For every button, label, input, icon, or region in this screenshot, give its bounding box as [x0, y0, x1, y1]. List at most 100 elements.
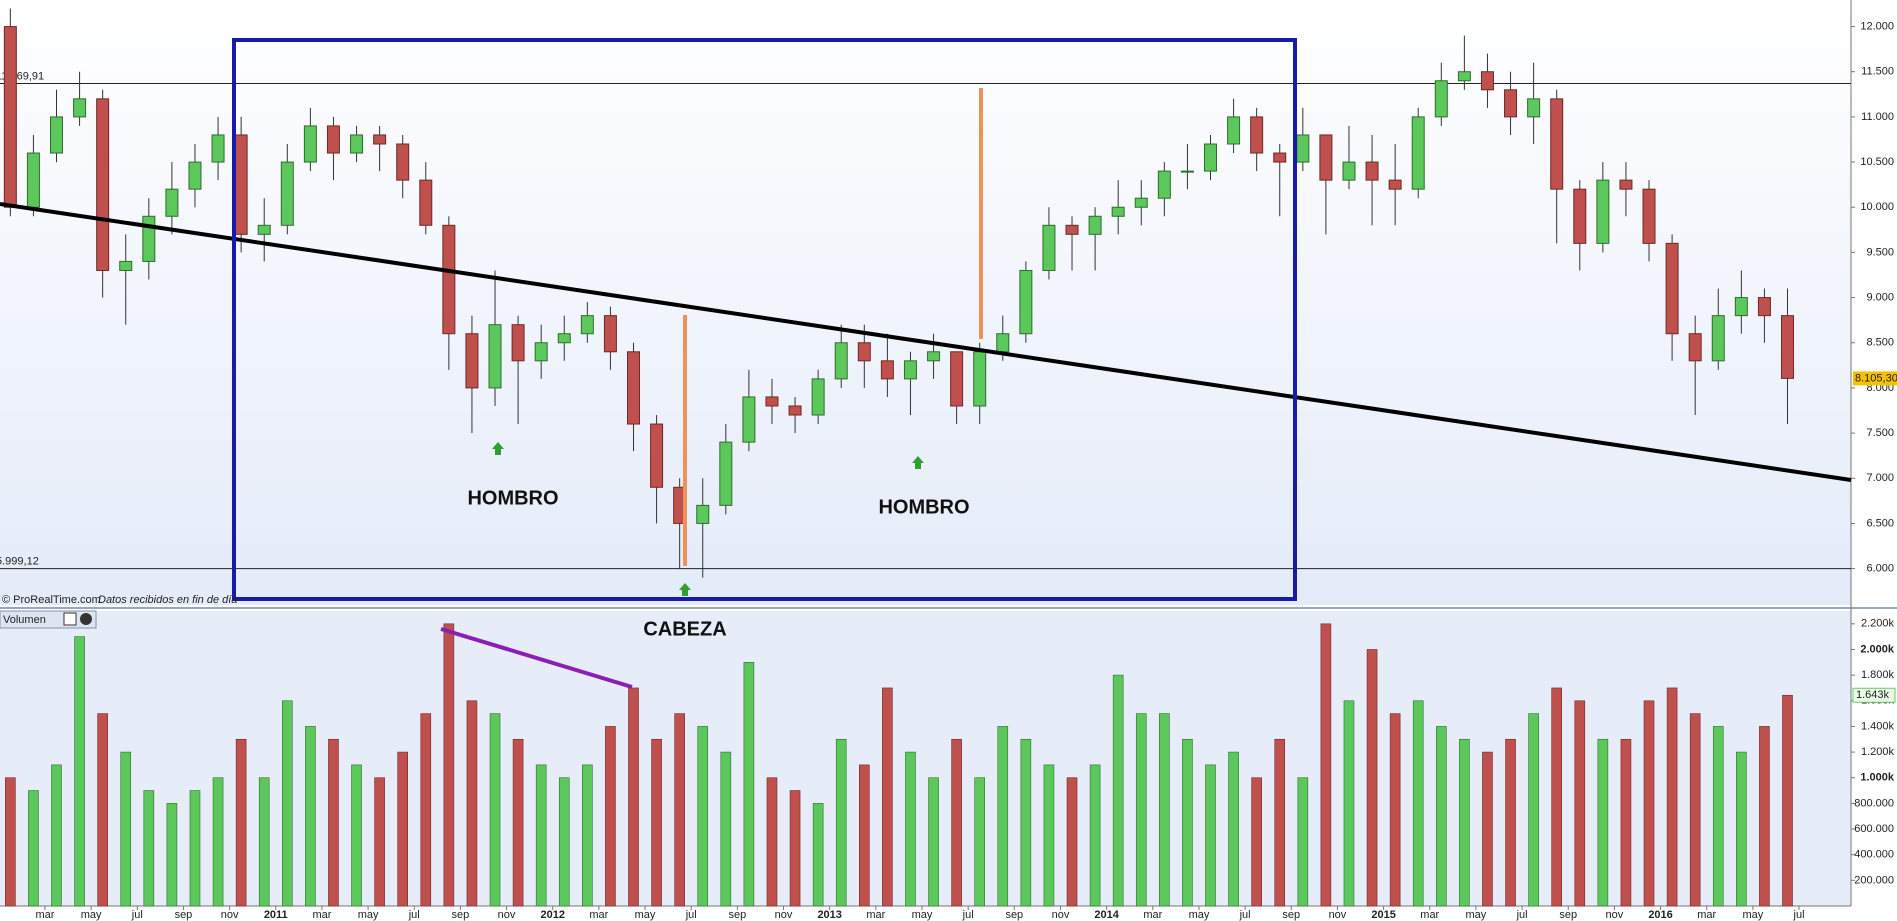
volume-bar	[420, 713, 432, 907]
candle-body	[303, 125, 317, 163]
level-label: 5.999,12	[0, 556, 39, 568]
y-tick-label: 7.000	[1866, 472, 1894, 484]
candle-body	[1619, 179, 1633, 190]
candle-body	[880, 360, 894, 380]
volume-bar	[1112, 674, 1124, 907]
volume-bar	[997, 726, 1009, 907]
volume-bar	[651, 738, 662, 907]
volume-bar	[1712, 726, 1724, 907]
volume-bar	[5, 777, 16, 907]
y-tick-label: 9.000	[1866, 291, 1894, 303]
volume-bar	[1528, 713, 1539, 907]
candle-body	[1480, 71, 1494, 91]
x-tick-label: jul	[685, 909, 697, 921]
x-tick-label: mar	[35, 909, 54, 921]
volume-panel	[0, 611, 1851, 906]
volume-bar	[212, 777, 224, 907]
x-tick-label: nov	[498, 909, 516, 921]
candle-body	[696, 504, 710, 524]
candle-body	[719, 441, 733, 506]
volume-bar	[1436, 726, 1447, 907]
volume-bar	[905, 751, 916, 907]
x-tick-label: 2012	[540, 909, 564, 921]
candle-body	[50, 116, 63, 154]
candle-body	[765, 396, 779, 407]
volume-bar	[812, 803, 824, 907]
x-tick-label: may	[81, 909, 102, 921]
candle-body	[1757, 297, 1771, 317]
x-tick-label: jul	[1239, 909, 1251, 921]
candle-body	[1504, 89, 1518, 118]
candle-body	[1596, 179, 1610, 244]
volume-bar	[97, 713, 108, 907]
volume-bar	[1459, 738, 1470, 907]
x-tick-label: may	[358, 909, 379, 921]
volume-bar	[120, 751, 132, 907]
x-tick-label: sep	[1282, 909, 1300, 921]
volume-bar	[1505, 738, 1516, 907]
candle-body	[3, 26, 17, 208]
volume-bar	[1274, 738, 1286, 907]
volume-bar	[789, 790, 801, 907]
candle-body	[465, 333, 479, 389]
last-price-label: 8.105,30	[1855, 372, 1897, 384]
x-tick-label: nov	[1606, 909, 1624, 921]
last-volume-label: 1.643k	[1856, 689, 1890, 701]
candle-body	[1411, 116, 1425, 190]
volume-bar	[743, 662, 755, 907]
close-icon[interactable]	[80, 613, 92, 625]
x-tick-label: jul	[962, 909, 974, 921]
volume-bar	[1020, 738, 1032, 907]
candle-body	[811, 378, 825, 416]
x-tick-label: sep	[1559, 909, 1577, 921]
volume-bar	[351, 764, 362, 907]
volume-bar	[558, 777, 570, 907]
source: © ProRealTime.com	[2, 594, 101, 606]
volume-bar	[697, 726, 709, 907]
candle-body	[950, 351, 964, 407]
x-tick-label: nov	[1052, 909, 1070, 921]
volume-bar	[1251, 777, 1262, 907]
candle-body	[1065, 224, 1079, 235]
candle-body	[627, 351, 640, 425]
volume-bar	[235, 738, 247, 907]
volume-bar	[1159, 713, 1170, 907]
volume-bar	[835, 738, 847, 907]
x-tick-label: may	[1742, 909, 1763, 921]
y-tick-label: 10.000	[1860, 201, 1894, 213]
volume-bar	[74, 636, 85, 907]
x-tick-label: mar	[312, 909, 331, 921]
volume-bar	[305, 726, 316, 907]
volume-bar	[882, 687, 893, 907]
candle-body	[1457, 71, 1471, 82]
x-tick-label: mar	[1697, 909, 1716, 921]
volume-bar	[1297, 777, 1309, 907]
volume-bar	[1089, 764, 1101, 907]
volume-bar	[258, 777, 270, 907]
volume-bar	[1782, 694, 1793, 907]
candle-body	[834, 342, 848, 380]
annotation: HOMBRO	[878, 496, 969, 518]
volume-bar	[1736, 751, 1747, 907]
y-tick-label: 10.500	[1860, 156, 1894, 168]
candle-body	[1642, 188, 1656, 244]
volume-bar	[374, 777, 385, 907]
y-tick-label: 8.500	[1866, 337, 1894, 349]
volume-bar	[1689, 713, 1701, 907]
volume-bar	[1389, 713, 1401, 907]
volume-bar	[1482, 751, 1493, 907]
y-tick-label: 1.800k	[1861, 669, 1895, 681]
candle-body	[119, 260, 133, 271]
pattern-box	[232, 38, 1297, 601]
candle-body	[996, 333, 1010, 353]
volume-bar	[1205, 764, 1216, 907]
window-icon[interactable]	[63, 612, 77, 626]
candle-body	[1273, 152, 1287, 163]
trendline	[0, 202, 1852, 482]
y-tick-label: 11.000	[1861, 111, 1894, 123]
y-tick-label: 2.200k	[1861, 618, 1895, 630]
volume-bar	[189, 790, 201, 907]
x-tick-label: may	[635, 909, 656, 921]
